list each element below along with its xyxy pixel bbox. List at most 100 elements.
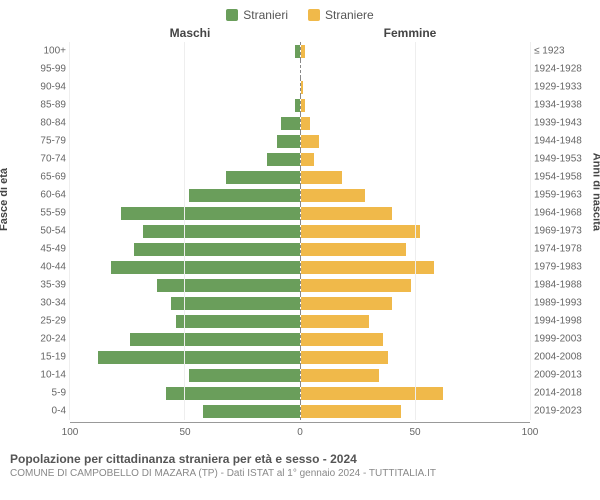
chart-row: 55-591964-1968 [70,204,530,222]
birth-tick: 1944-1948 [534,136,588,147]
gridline [184,402,185,420]
chart-row: 40-441979-1983 [70,258,530,276]
female-bar [301,387,443,400]
male-half [70,132,300,150]
gridline [530,312,531,330]
gridline [69,132,70,150]
header-female: Femmine [300,26,520,40]
male-half [70,348,300,366]
gridline [69,258,70,276]
female-half [300,294,531,312]
gridline [184,348,185,366]
gridline [415,168,416,186]
gridline [530,240,531,258]
male-bar [267,153,299,166]
gridline [184,276,185,294]
gridline [415,222,416,240]
birth-tick: 1969-1973 [534,226,588,237]
male-bar [277,135,300,148]
female-half [300,258,531,276]
female-half [300,276,531,294]
chart-row: 30-341989-1993 [70,294,530,312]
female-bar [301,171,342,184]
female-half [300,114,531,132]
gridline [184,60,185,78]
female-bar [301,45,306,58]
swatch-male [226,9,238,21]
birth-tick: 1994-1998 [534,316,588,327]
male-half [70,366,300,384]
female-half [300,222,531,240]
age-tick: 25-29 [32,316,66,327]
age-tick: 85-89 [32,100,66,111]
pyramid-chart: Fasce di età Anni di nascita 100+≤ 19239… [0,42,600,420]
chart-row: 60-641959-1963 [70,186,530,204]
gridline [69,330,70,348]
gridline [530,258,531,276]
age-tick: 10-14 [32,370,66,381]
birth-tick: 2004-2008 [534,352,588,363]
age-tick: 95-99 [32,64,66,75]
male-half [70,114,300,132]
female-half [300,186,531,204]
gridline [69,240,70,258]
chart-row: 80-841939-1943 [70,114,530,132]
chart-subtitle: COMUNE DI CAMPOBELLO DI MAZARA (TP) - Da… [10,468,590,479]
gridline [415,42,416,60]
male-half [70,204,300,222]
female-bar [301,99,306,112]
footer: Popolazione per cittadinanza straniera p… [0,446,600,479]
female-bar [301,207,393,220]
male-half [70,222,300,240]
chart-rows: 100+≤ 192395-991924-192890-941929-193385… [70,42,530,420]
female-bar [301,351,388,364]
chart-row: 20-241999-2003 [70,330,530,348]
female-half [300,366,531,384]
female-half [300,150,531,168]
x-axis-right: 50100 [300,422,530,446]
male-half [70,402,300,420]
age-tick: 55-59 [32,208,66,219]
chart-row: 10-142009-2013 [70,366,530,384]
male-bar [171,297,300,310]
female-bar [301,279,411,292]
gridline [69,114,70,132]
gridline [415,60,416,78]
gridline [69,222,70,240]
age-tick: 50-54 [32,226,66,237]
gridline [415,204,416,222]
gridline [415,366,416,384]
gridline [530,132,531,150]
chart-row: 15-192004-2008 [70,348,530,366]
age-tick: 40-44 [32,262,66,273]
gridline [530,348,531,366]
legend-female: Straniere [308,8,374,22]
gridline [69,402,70,420]
x-tick: 100 [522,427,539,438]
male-half [70,330,300,348]
birth-tick: 2009-2013 [534,370,588,381]
birth-tick: 1954-1958 [534,172,588,183]
male-bar [130,333,300,346]
age-tick: 75-79 [32,136,66,147]
gridline [415,312,416,330]
female-bar [301,135,319,148]
gridline [530,402,531,420]
x-tick: 50 [179,427,190,438]
y-axis-label-right: Anni di nascita [590,153,600,231]
female-half [300,402,531,420]
gridline [530,204,531,222]
female-bar [301,405,402,418]
age-tick: 15-19 [32,352,66,363]
gridline [415,384,416,402]
male-half [70,294,300,312]
birth-tick: 1949-1953 [534,154,588,165]
male-half [70,150,300,168]
gridline [184,384,185,402]
gridline [415,240,416,258]
gridline [530,78,531,96]
birth-tick: 1984-1988 [534,280,588,291]
chart-row: 100+≤ 1923 [70,42,530,60]
age-tick: 30-34 [32,298,66,309]
chart-row: 35-391984-1988 [70,276,530,294]
